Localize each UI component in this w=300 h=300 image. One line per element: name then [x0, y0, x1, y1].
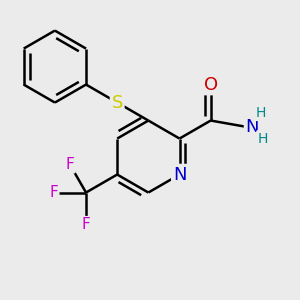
- Text: N: N: [173, 166, 186, 184]
- Text: S: S: [112, 94, 123, 112]
- Text: H: H: [256, 106, 266, 120]
- Text: N: N: [245, 118, 259, 136]
- Text: F: F: [82, 218, 90, 232]
- Text: F: F: [49, 185, 58, 200]
- Text: F: F: [65, 157, 74, 172]
- Text: H: H: [258, 132, 268, 145]
- Text: O: O: [204, 76, 218, 94]
